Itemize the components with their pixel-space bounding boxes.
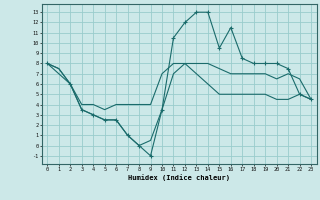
X-axis label: Humidex (Indice chaleur): Humidex (Indice chaleur)	[128, 175, 230, 181]
